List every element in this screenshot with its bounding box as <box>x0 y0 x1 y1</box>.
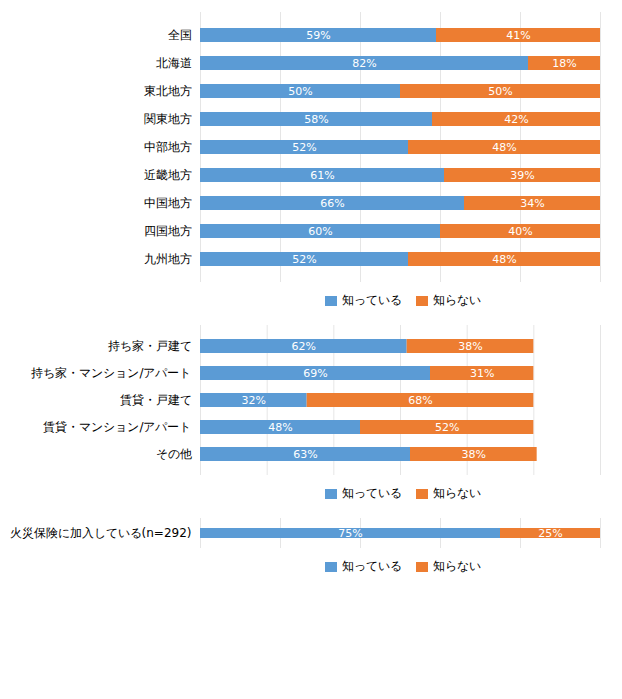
svg-text:52%: 52% <box>292 253 316 266</box>
svg-text:北海道: 北海道 <box>156 56 192 70</box>
svg-text:50%: 50% <box>488 85 512 98</box>
svg-text:48%: 48% <box>492 253 516 266</box>
svg-text:48%: 48% <box>492 141 516 154</box>
svg-text:近畿地方: 近畿地方 <box>144 168 192 182</box>
svg-text:34%: 34% <box>520 197 544 210</box>
html-text:知らない: 知らない <box>433 559 481 573</box>
html-text:知っている: 知っている <box>342 559 402 573</box>
svg-text:東北地方: 東北地方 <box>144 84 192 98</box>
svg-text:18%: 18% <box>552 57 576 70</box>
html-text:知らない: 知らない <box>433 293 481 307</box>
svg-text:九州地方: 九州地方 <box>144 252 192 266</box>
svg-text:25%: 25% <box>538 527 562 540</box>
svg-text:42%: 42% <box>504 113 528 126</box>
svg-text:火災保険に加入している(n=292): 火災保険に加入している(n=292) <box>10 526 192 540</box>
svg-text:59%: 59% <box>306 29 330 42</box>
svg-text:62%: 62% <box>292 340 316 353</box>
svg-text:48%: 48% <box>268 421 292 434</box>
svg-text:中国地方: 中国地方 <box>144 196 192 210</box>
svg-text:賃貸・戸建て: 賃貸・戸建て <box>120 393 192 407</box>
svg-text:39%: 39% <box>510 169 534 182</box>
svg-text:82%: 82% <box>352 57 376 70</box>
svg-text:その他: その他 <box>156 447 192 461</box>
svg-text:61%: 61% <box>310 169 334 182</box>
svg-text:関東地方: 関東地方 <box>144 112 192 126</box>
svg-text:52%: 52% <box>292 141 316 154</box>
svg-text:66%: 66% <box>320 197 344 210</box>
svg-text:68%: 68% <box>408 394 432 407</box>
svg-text:持ち家・戸建て: 持ち家・戸建て <box>108 339 192 353</box>
html-text:知っている: 知っている <box>342 486 402 500</box>
svg-text:50%: 50% <box>288 85 312 98</box>
svg-text:40%: 40% <box>508 225 532 238</box>
svg-text:52%: 52% <box>435 421 459 434</box>
svg-text:31%: 31% <box>470 367 494 380</box>
svg-text:32%: 32% <box>242 394 266 407</box>
svg-text:41%: 41% <box>506 29 530 42</box>
svg-text:38%: 38% <box>462 448 486 461</box>
svg-text:賃貸・マンション/アパート: 賃貸・マンション/アパート <box>43 420 191 434</box>
svg-text:63%: 63% <box>293 448 317 461</box>
svg-text:全国: 全国 <box>168 28 192 42</box>
svg-text:四国地方: 四国地方 <box>144 224 192 238</box>
html-text:知らない: 知らない <box>433 486 481 500</box>
svg-text:75%: 75% <box>338 527 362 540</box>
html-text:知っている: 知っている <box>342 293 402 307</box>
svg-text:38%: 38% <box>458 340 482 353</box>
svg-text:69%: 69% <box>303 367 327 380</box>
svg-text:60%: 60% <box>308 225 332 238</box>
svg-text:58%: 58% <box>304 113 328 126</box>
svg-text:持ち家・マンション/アパート: 持ち家・マンション/アパート <box>31 366 191 380</box>
svg-text:中部地方: 中部地方 <box>144 140 192 154</box>
